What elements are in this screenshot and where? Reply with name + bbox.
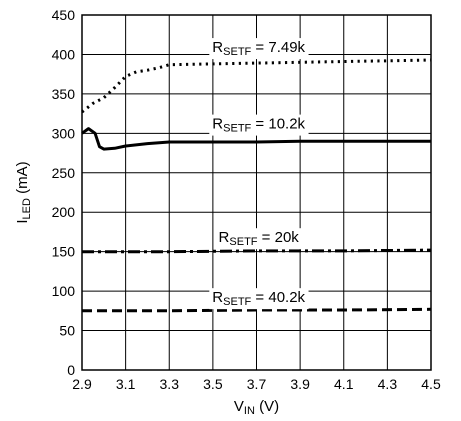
y-tick-label: 450 bbox=[52, 7, 76, 23]
series-labels: RSETF = 7.49k RSETF = 10.2k RSETF = 20k RSE… bbox=[209, 38, 309, 310]
series-label-text: RSETF = 20k bbox=[219, 229, 300, 248]
x-tick-label: 3.3 bbox=[160, 376, 180, 392]
x-tick-label: 4.5 bbox=[421, 376, 441, 392]
x-tick-label: 4.3 bbox=[378, 376, 398, 392]
series-label-text: RSETF = 40.2k bbox=[212, 289, 305, 308]
y-tick-label: 150 bbox=[52, 244, 76, 260]
y-axis-label: ILED (mA) bbox=[14, 161, 33, 223]
series-line-4 bbox=[82, 307, 432, 313]
x-tick-label: 4.1 bbox=[334, 376, 354, 392]
series-line-2 bbox=[81, 127, 431, 151]
y-tick-label: 250 bbox=[52, 165, 76, 181]
series-label-background bbox=[209, 288, 309, 310]
y-tick-label: 100 bbox=[52, 283, 76, 299]
series-label-4: RSETF = 40.2k bbox=[209, 288, 309, 310]
series-label-3: RSETF = 20k bbox=[215, 228, 303, 250]
series-lines bbox=[81, 58, 432, 313]
series-label-text: RSETF = 7.49k bbox=[212, 39, 305, 58]
x-tick-label: 3.7 bbox=[247, 376, 267, 392]
x-axis-label: VIN (V) bbox=[234, 398, 279, 417]
series-label-background bbox=[209, 114, 309, 136]
series-label-text: RSETF = 10.2k bbox=[212, 116, 305, 135]
series-label-background bbox=[215, 228, 303, 250]
tick-labels: 2.9 3.1 3.3 3.5 3.7 3.9 4.1 4.3 4.5 0 50 100 150 200 2… bbox=[52, 7, 441, 392]
y-tick-label: 50 bbox=[59, 323, 75, 339]
y-tick-label: 350 bbox=[52, 86, 76, 102]
y-tick-label: 400 bbox=[52, 46, 76, 62]
series-label-background bbox=[209, 38, 309, 60]
x-tick-label: 3.5 bbox=[203, 376, 223, 392]
y-tick-label: 200 bbox=[52, 204, 76, 220]
y-tick-label: 0 bbox=[67, 362, 75, 378]
plot-frame bbox=[81, 14, 432, 371]
x-tick-label: 2.9 bbox=[72, 376, 92, 392]
series-label-1: RSETF = 7.49k bbox=[209, 38, 309, 60]
x-tick-label: 3.1 bbox=[116, 376, 136, 392]
series-label-2: RSETF = 10.2k bbox=[209, 114, 309, 136]
y-tick-label: 300 bbox=[52, 125, 76, 141]
grid bbox=[82, 15, 431, 370]
x-tick-label: 3.9 bbox=[290, 376, 310, 392]
